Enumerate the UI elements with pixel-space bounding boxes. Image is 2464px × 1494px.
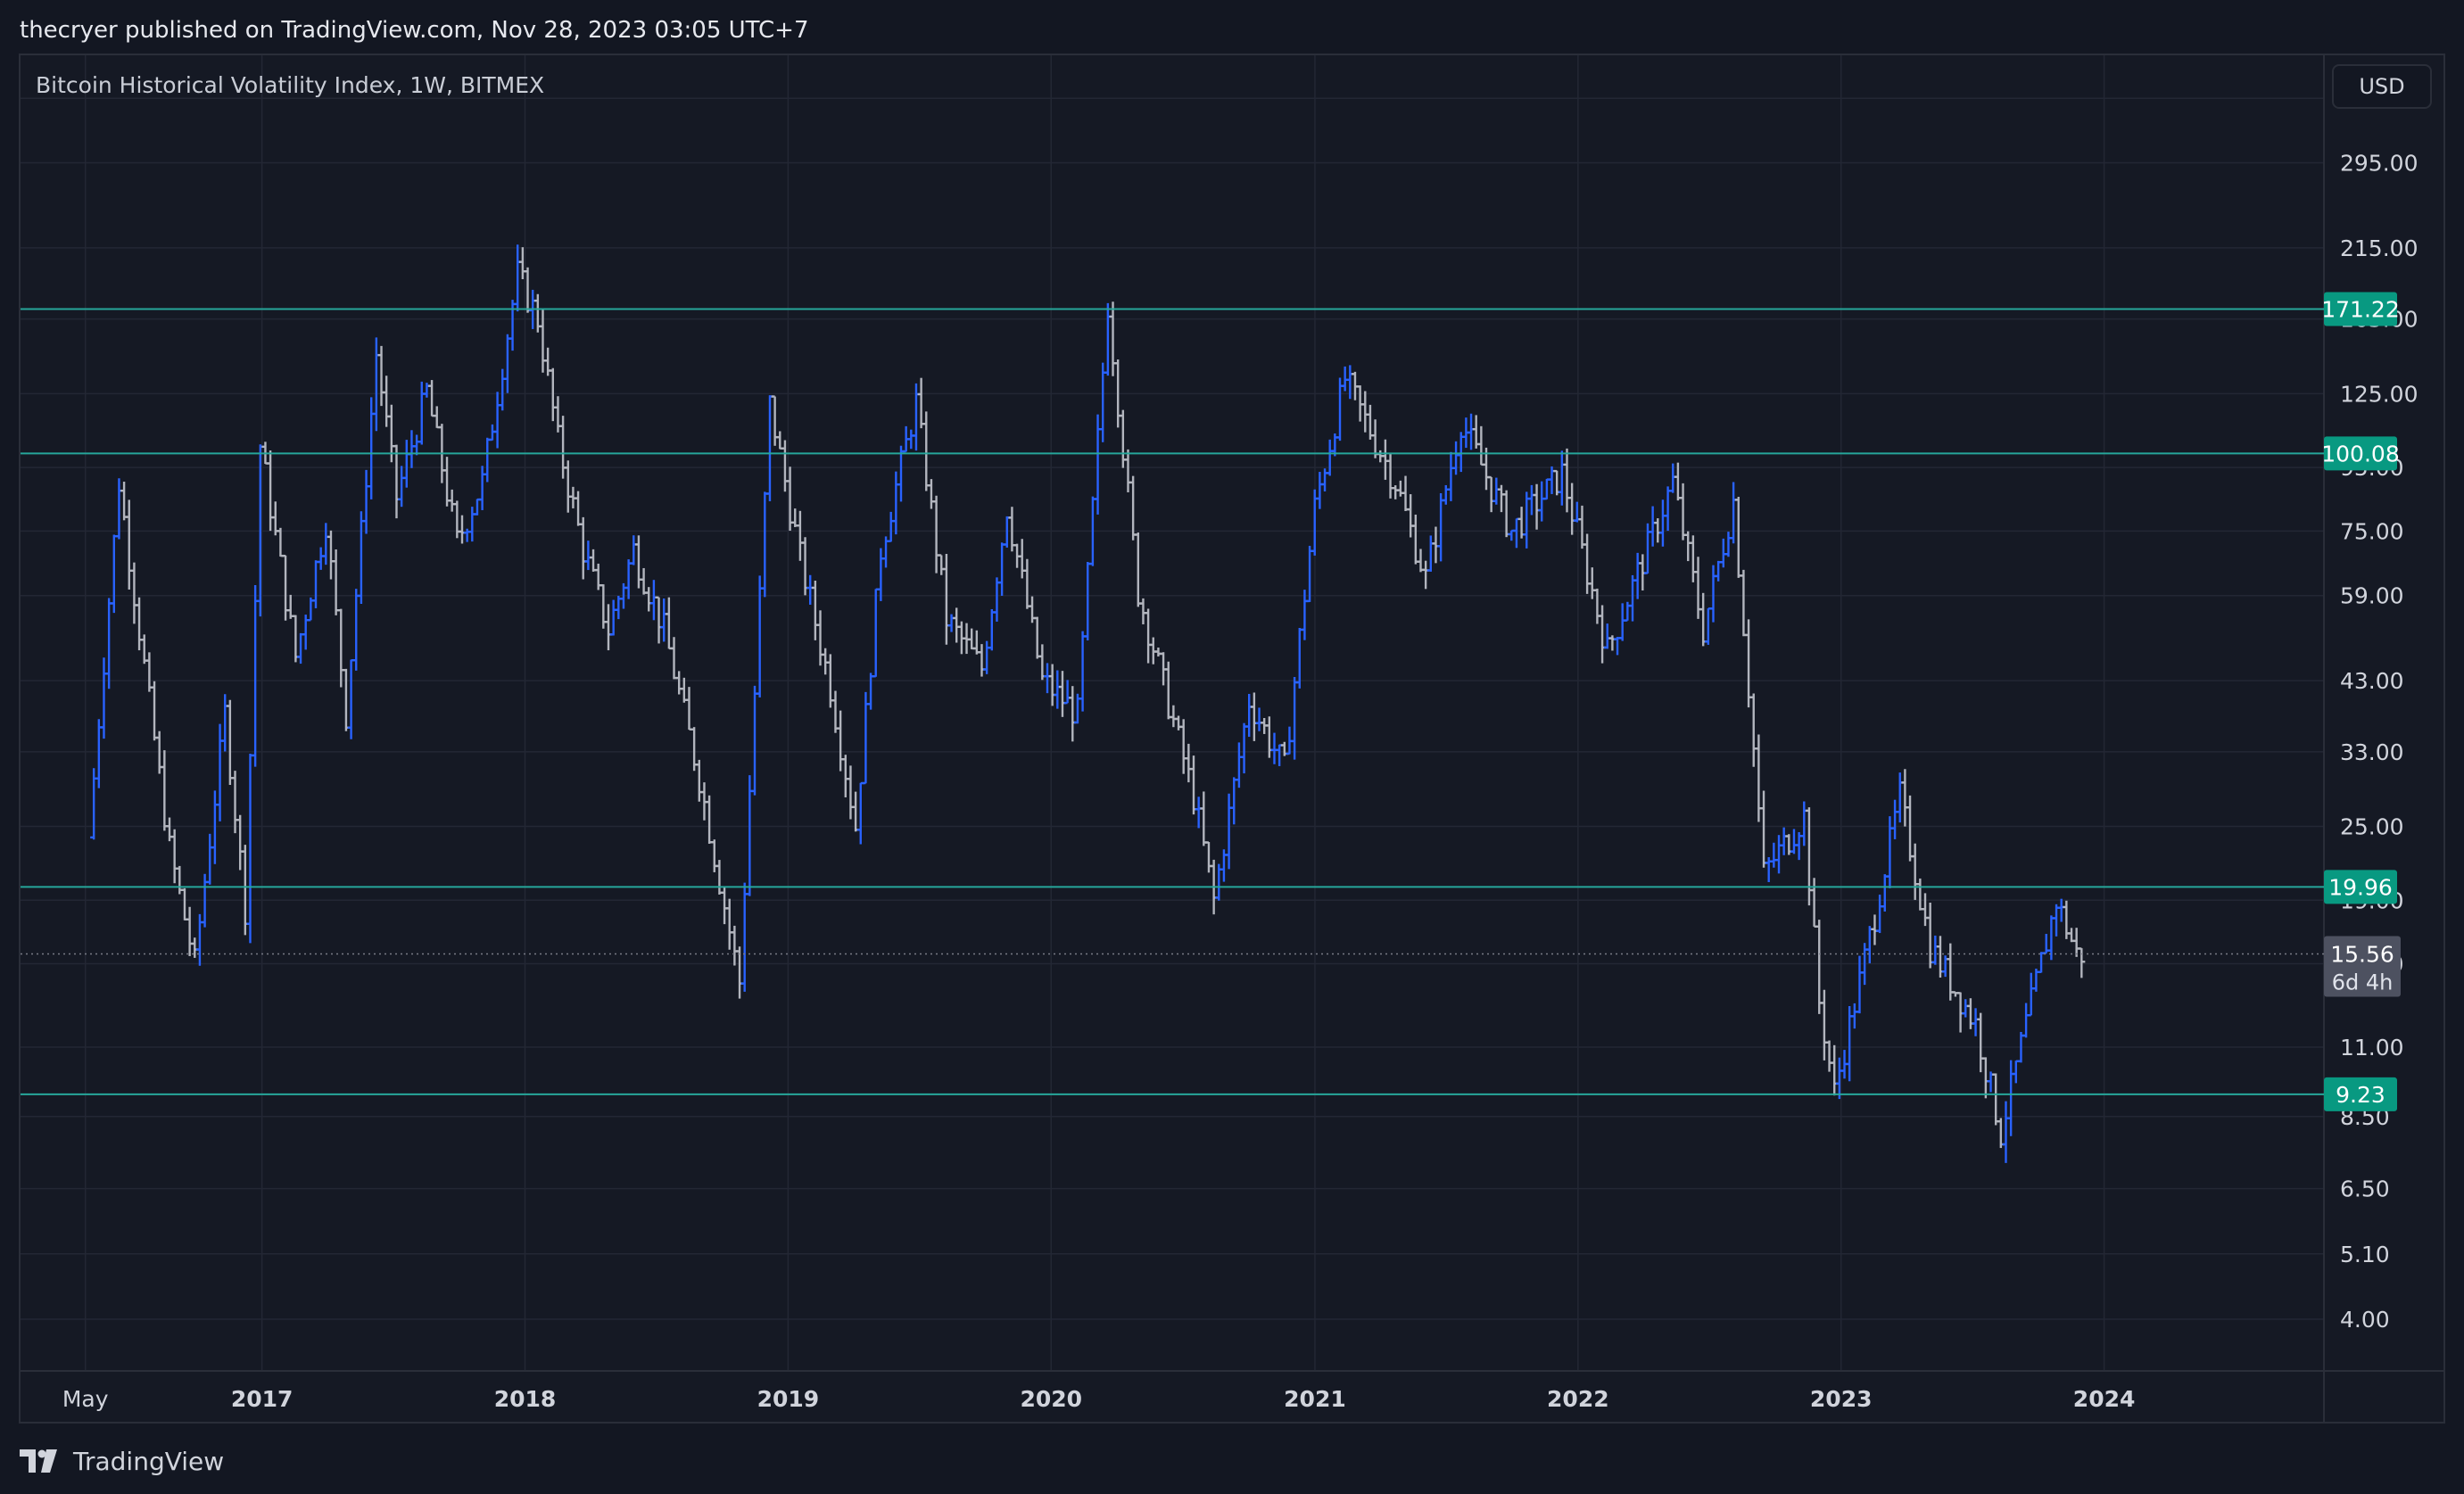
price-tick-label: 215.00 — [2340, 235, 2418, 261]
price-tick-label: 6.50 — [2340, 1176, 2390, 1202]
time-tick-label: 2020 — [1020, 1386, 1082, 1412]
time-tick-label: 2022 — [1547, 1386, 1609, 1412]
price-tick-label: 75.00 — [2340, 518, 2404, 544]
level-badge-label: 19.96 — [2328, 874, 2393, 900]
tradingview-logo-icon — [20, 1449, 57, 1473]
symbol-title[interactable]: Bitcoin Historical Volatility Index, 1W,… — [36, 72, 545, 98]
price-tick-label: 43.00 — [2340, 668, 2404, 694]
time-tick-label: 2024 — [2073, 1386, 2136, 1412]
price-tick-label: 5.10 — [2340, 1242, 2390, 1267]
time-tick-label: May — [62, 1386, 109, 1412]
last-price-badge — [2324, 936, 2401, 997]
level-badge — [2324, 292, 2397, 326]
time-tick-label: 2019 — [757, 1386, 820, 1412]
bar-countdown-label: 6d 4h — [2332, 970, 2394, 995]
level-badge-label: 100.08 — [2321, 441, 2399, 466]
time-tick-label: 2021 — [1284, 1386, 1346, 1412]
price-tick-label: 125.00 — [2340, 381, 2418, 407]
time-tick-label: 2018 — [494, 1386, 557, 1412]
price-tick-label: 33.00 — [2340, 739, 2404, 765]
price-tick-label: 59.00 — [2340, 583, 2404, 609]
level-badge-label: 9.23 — [2336, 1082, 2385, 1108]
time-tick-label: 2017 — [231, 1386, 294, 1412]
level-badge — [2324, 870, 2397, 904]
price-tick-label: 4.00 — [2340, 1307, 2390, 1333]
price-tick-label: 25.00 — [2340, 814, 2404, 840]
currency-button[interactable]: USD — [2332, 64, 2432, 109]
price-tick-label: 295.00 — [2340, 151, 2418, 177]
price-tick-label: 11.00 — [2340, 1035, 2404, 1061]
time-tick-label: 2023 — [1810, 1386, 1873, 1412]
last-price-label: 15.56 — [2330, 942, 2394, 968]
tradingview-brand[interactable]: TradingView — [20, 1443, 224, 1479]
brand-text: TradingView — [73, 1446, 225, 1476]
publish-header: thecryer published on TradingView.com, N… — [20, 17, 809, 44]
level-badge — [2324, 436, 2397, 471]
level-badge-label: 171.22 — [2321, 297, 2399, 323]
price-chart[interactable]: 4.005.106.508.5011.0015.0019.0025.0033.0… — [21, 55, 2443, 1422]
level-badge — [2324, 1077, 2397, 1111]
chart-pane[interactable]: 4.005.106.508.5011.0015.0019.0025.0033.0… — [19, 54, 2445, 1424]
